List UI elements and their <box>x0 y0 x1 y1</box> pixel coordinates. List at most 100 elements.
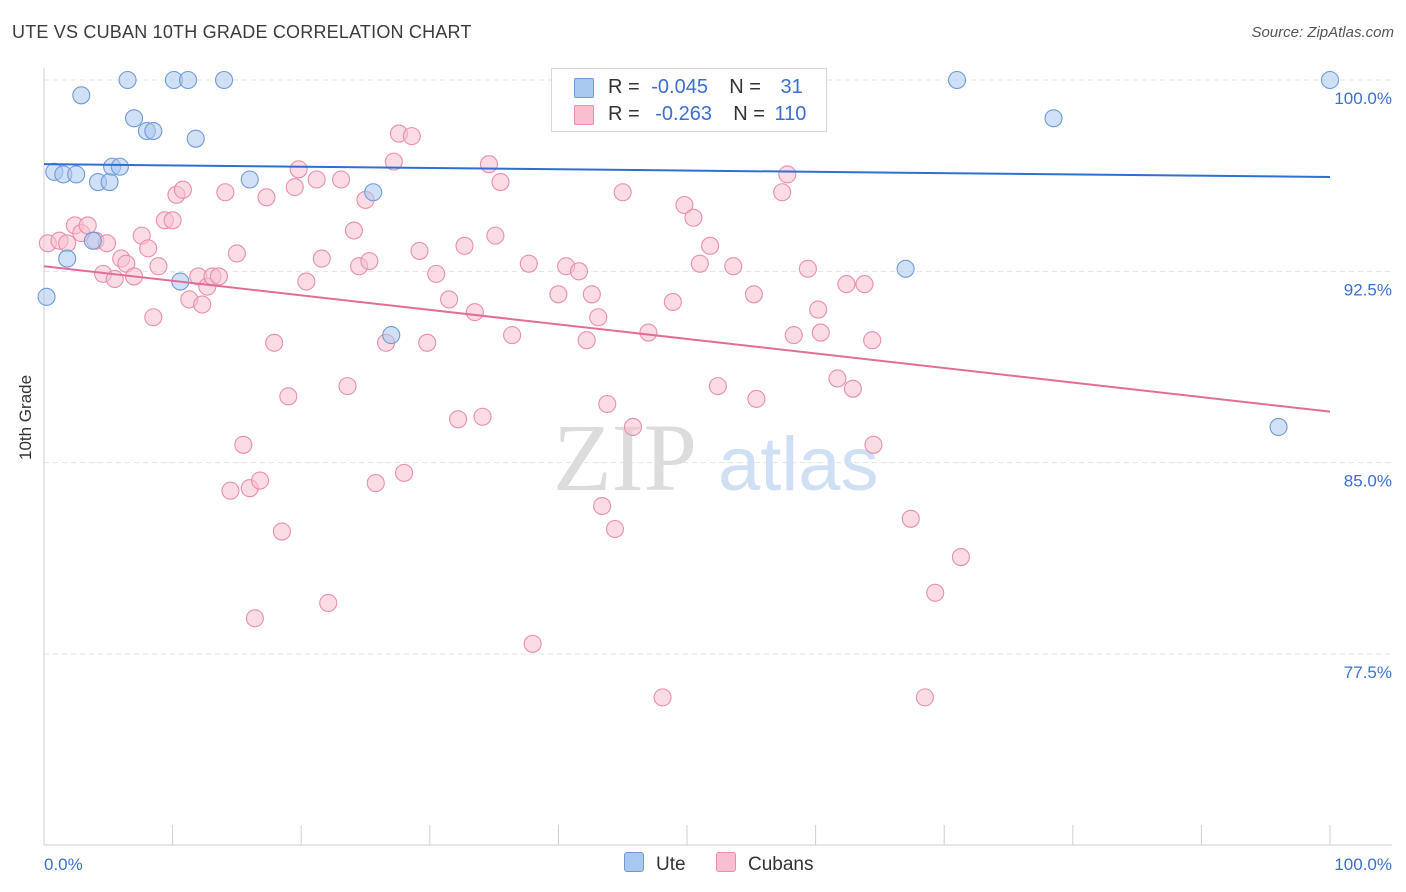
cubans-point <box>577 331 596 350</box>
cubans-point <box>395 463 414 482</box>
cubans-point <box>78 216 97 235</box>
cubans-point <box>465 303 484 322</box>
ute-point <box>83 231 102 250</box>
cubans-legend-swatch <box>716 852 736 872</box>
ute-point <box>67 165 86 184</box>
y-tick-label: 100.0% <box>1334 89 1392 108</box>
axes <box>43 68 1392 846</box>
cubans-point <box>569 262 589 281</box>
ute-point <box>110 157 129 176</box>
cubans-point <box>747 389 766 408</box>
cubans-point <box>701 236 720 255</box>
ute-point <box>186 129 205 148</box>
cubans-point <box>366 474 385 493</box>
chart-title: UTE VS CUBAN 10TH GRADE CORRELATION CHAR… <box>12 22 472 42</box>
correlation-legend: R = -0.045 N = 31 R = -0.263 N = 110 <box>551 68 827 132</box>
cubans-point <box>319 593 338 613</box>
cubans-point <box>285 178 304 197</box>
series-legend-ute: Ute <box>624 852 686 876</box>
series-legend-cubans: Cubans <box>716 852 814 876</box>
cubans-point <box>332 170 351 189</box>
cubans-legend-label: Cubans <box>748 854 814 875</box>
cubans-point <box>809 300 828 319</box>
cubans-point <box>144 308 163 327</box>
ute-point <box>382 326 401 345</box>
cubans-point <box>843 379 862 398</box>
cubans-point <box>926 583 945 602</box>
cubans-point <box>221 481 240 500</box>
cubans-point <box>257 188 276 207</box>
y-tick-label: 85.0% <box>1344 472 1392 491</box>
cubans-point <box>598 394 617 414</box>
ute-point <box>364 183 383 202</box>
cubans-n-value: 110 <box>774 103 807 125</box>
cubans-point <box>272 522 291 541</box>
watermark: ZIP atlas <box>553 404 879 511</box>
cubans-point <box>418 333 437 352</box>
cubans-point <box>503 326 522 345</box>
cubans-point <box>623 417 643 437</box>
cubans-point <box>589 308 608 327</box>
cubans-point <box>312 249 331 268</box>
cubans-point <box>193 295 212 314</box>
legend-row-cubans: R = -0.263 N = 110 <box>574 101 806 127</box>
cubans-point <box>828 369 847 388</box>
cubans-point <box>216 183 235 202</box>
source-label: Source: ZipAtlas.com <box>1251 24 1394 41</box>
cubans-point <box>744 285 763 304</box>
cubans-point <box>491 172 510 192</box>
cubans-point <box>901 509 920 528</box>
ute-r-label: R = <box>608 76 640 98</box>
cubans-point <box>708 377 727 396</box>
cubans-point <box>837 275 856 294</box>
x-tick-label-start: 0.0% <box>44 855 83 874</box>
cubans-point <box>473 407 492 426</box>
cubans-point <box>605 519 625 539</box>
cubans-point <box>784 326 803 345</box>
cubans-point <box>455 236 474 255</box>
ute-swatch <box>574 77 594 98</box>
ute-point <box>100 172 119 192</box>
watermark-zip: ZIP <box>553 404 697 511</box>
ute-n-label: N = <box>729 76 761 98</box>
ute-point <box>178 70 198 90</box>
ute-point <box>1320 70 1340 90</box>
cubans-point <box>582 285 601 304</box>
ute-point <box>1269 417 1288 437</box>
ute-point <box>144 121 163 141</box>
ute-point <box>37 287 56 306</box>
cubans-point <box>173 180 192 199</box>
cubans-point <box>951 548 970 567</box>
cubans-point <box>279 387 298 406</box>
cubans-point <box>798 259 817 278</box>
ute-r-value: -0.045 <box>651 76 708 98</box>
cubans-point <box>523 634 542 653</box>
cubans-point <box>245 609 264 628</box>
legend-row-ute: R = -0.045 N = 31 <box>574 74 803 100</box>
watermark-atlas: atlas <box>718 422 879 507</box>
ute-point <box>124 109 144 128</box>
cubans-point <box>724 257 743 276</box>
cubans-point <box>486 226 505 245</box>
cubans-point <box>410 241 429 260</box>
cubans-point <box>519 254 538 273</box>
cubans-point <box>289 160 308 179</box>
cubans-point <box>360 252 379 271</box>
cubans-point <box>227 244 246 263</box>
cubans-point <box>653 688 672 707</box>
ute-point <box>240 170 259 189</box>
cubans-point <box>163 211 182 230</box>
cubans-point <box>338 377 357 396</box>
cubans-point <box>149 257 168 276</box>
ute-point <box>948 70 967 90</box>
cubans-point <box>344 221 363 240</box>
ute-point <box>58 249 77 268</box>
ute-n-value: 31 <box>780 76 803 98</box>
cubans-point <box>427 264 446 283</box>
cubans-point <box>449 410 468 429</box>
cubans-point <box>773 183 792 202</box>
cubans-point <box>690 254 709 273</box>
ute-trend-line <box>43 163 1331 178</box>
cubans-point <box>811 323 830 342</box>
